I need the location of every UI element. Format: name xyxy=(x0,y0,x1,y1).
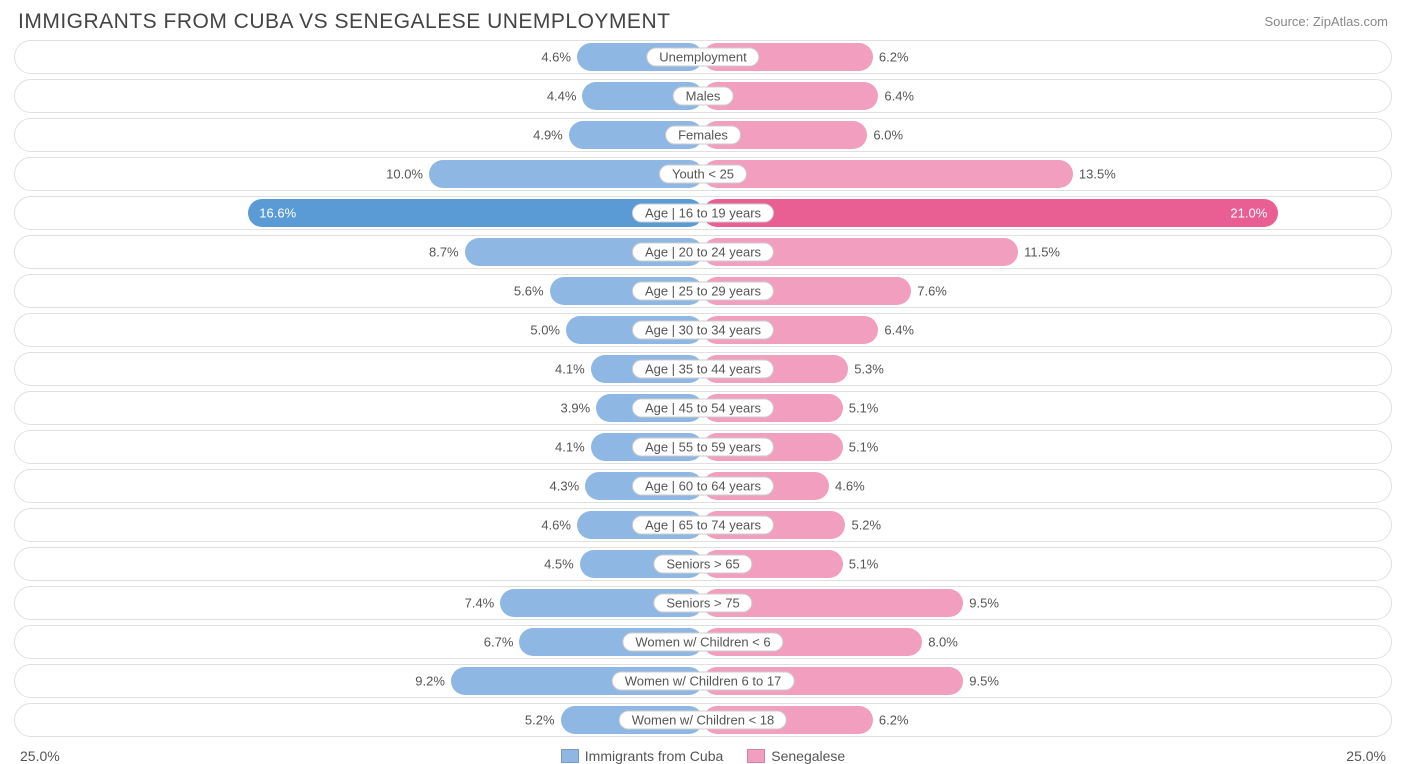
value-right: 5.1% xyxy=(849,557,879,572)
chart-title: IMMIGRANTS FROM CUBA VS SENEGALESE UNEMP… xyxy=(18,10,670,34)
data-row: 4.6% 5.2% Age | 65 to 74 years xyxy=(14,508,1392,542)
data-row: 10.0% 13.5% Youth < 25 xyxy=(14,157,1392,191)
legend-swatch-right xyxy=(747,749,765,763)
value-left: 4.6% xyxy=(541,50,571,65)
legend-swatch-left xyxy=(561,749,579,763)
value-left: 6.7% xyxy=(484,635,514,650)
category-label: Unemployment xyxy=(646,48,759,67)
data-row: 4.9% 6.0% Females xyxy=(14,118,1392,152)
value-right: 6.4% xyxy=(884,89,914,104)
category-label: Age | 60 to 64 years xyxy=(632,477,774,496)
header: IMMIGRANTS FROM CUBA VS SENEGALESE UNEMP… xyxy=(0,0,1406,40)
data-row: 4.6% 6.2% Unemployment xyxy=(14,40,1392,74)
category-label: Age | 65 to 74 years xyxy=(632,516,774,535)
legend-label-left: Immigrants from Cuba xyxy=(585,748,723,764)
value-left: 4.5% xyxy=(544,557,574,572)
data-row: 4.3% 4.6% Age | 60 to 64 years xyxy=(14,469,1392,503)
data-row: 3.9% 5.1% Age | 45 to 54 years xyxy=(14,391,1392,425)
value-left: 4.1% xyxy=(555,362,585,377)
data-row: 9.2% 9.5% Women w/ Children 6 to 17 xyxy=(14,664,1392,698)
category-label: Youth < 25 xyxy=(659,165,747,184)
value-right: 11.5% xyxy=(1024,245,1060,260)
category-label: Age | 55 to 59 years xyxy=(632,438,774,457)
source-attribution: Source: ZipAtlas.com xyxy=(1264,14,1388,29)
axis-max-left: 25.0% xyxy=(20,748,60,764)
category-label: Age | 16 to 19 years xyxy=(632,204,774,223)
value-left: 5.6% xyxy=(514,284,544,299)
value-left: 4.1% xyxy=(555,440,585,455)
value-left: 9.2% xyxy=(415,674,445,689)
value-right: 21.0% xyxy=(1230,206,1267,221)
value-left: 10.0% xyxy=(386,167,423,182)
data-row: 4.5% 5.1% Seniors > 65 xyxy=(14,547,1392,581)
data-row: 16.6% 21.0% Age | 16 to 19 years xyxy=(14,196,1392,230)
value-right: 13.5% xyxy=(1079,167,1116,182)
value-right: 5.3% xyxy=(854,362,884,377)
value-right: 6.2% xyxy=(879,713,909,728)
data-row: 4.1% 5.1% Age | 55 to 59 years xyxy=(14,430,1392,464)
value-left: 8.7% xyxy=(429,245,459,260)
bar-right xyxy=(703,160,1073,188)
data-row: 4.1% 5.3% Age | 35 to 44 years xyxy=(14,352,1392,386)
data-row: 5.0% 6.4% Age | 30 to 34 years xyxy=(14,313,1392,347)
legend-item-right: Senegalese xyxy=(747,748,845,764)
value-right: 6.4% xyxy=(884,323,914,338)
value-left: 3.9% xyxy=(561,401,591,416)
data-row: 8.7% 11.5% Age | 20 to 24 years xyxy=(14,235,1392,269)
value-left: 4.4% xyxy=(547,89,577,104)
category-label: Age | 30 to 34 years xyxy=(632,321,774,340)
value-right: 5.2% xyxy=(851,518,881,533)
data-row: 6.7% 8.0% Women w/ Children < 6 xyxy=(14,625,1392,659)
category-label: Age | 25 to 29 years xyxy=(632,282,774,301)
value-right: 8.0% xyxy=(928,635,958,650)
category-label: Women w/ Children < 18 xyxy=(619,711,787,730)
value-right: 6.0% xyxy=(873,128,903,143)
data-row: 4.4% 6.4% Males xyxy=(14,79,1392,113)
value-left: 16.6% xyxy=(259,206,296,221)
chart-footer: 25.0% Immigrants from Cuba Senegalese 25… xyxy=(0,742,1406,764)
value-right: 5.1% xyxy=(849,440,879,455)
value-left: 4.3% xyxy=(550,479,580,494)
legend: Immigrants from Cuba Senegalese xyxy=(561,748,845,764)
chart-area: 4.6% 6.2% Unemployment 4.4% 6.4% Males 4.9% 6.0… xyxy=(0,40,1406,737)
category-label: Seniors > 75 xyxy=(653,594,752,613)
data-row: 5.2% 6.2% Women w/ Children < 18 xyxy=(14,703,1392,737)
category-label: Females xyxy=(665,126,741,145)
value-right: 9.5% xyxy=(969,674,999,689)
data-row: 7.4% 9.5% Seniors > 75 xyxy=(14,586,1392,620)
value-right: 4.6% xyxy=(835,479,865,494)
category-label: Age | 20 to 24 years xyxy=(632,243,774,262)
legend-item-left: Immigrants from Cuba xyxy=(561,748,723,764)
category-label: Women w/ Children < 6 xyxy=(622,633,783,652)
value-right: 6.2% xyxy=(879,50,909,65)
category-label: Males xyxy=(673,87,734,106)
value-left: 5.2% xyxy=(525,713,555,728)
value-right: 5.1% xyxy=(849,401,879,416)
value-right: 7.6% xyxy=(917,284,947,299)
category-label: Age | 45 to 54 years xyxy=(632,399,774,418)
value-left: 7.4% xyxy=(465,596,495,611)
value-left: 4.9% xyxy=(533,128,563,143)
axis-max-right: 25.0% xyxy=(1346,748,1386,764)
value-left: 4.6% xyxy=(541,518,571,533)
category-label: Age | 35 to 44 years xyxy=(632,360,774,379)
value-left: 5.0% xyxy=(530,323,560,338)
value-right: 9.5% xyxy=(969,596,999,611)
data-row: 5.6% 7.6% Age | 25 to 29 years xyxy=(14,274,1392,308)
category-label: Seniors > 65 xyxy=(653,555,752,574)
category-label: Women w/ Children 6 to 17 xyxy=(612,672,795,691)
bar-right xyxy=(703,199,1278,227)
legend-label-right: Senegalese xyxy=(771,748,845,764)
